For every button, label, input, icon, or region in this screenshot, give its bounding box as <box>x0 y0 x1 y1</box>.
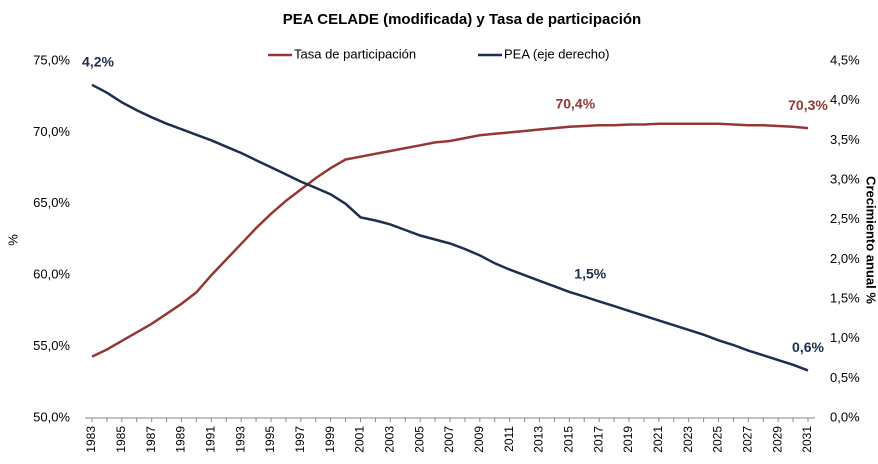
series-line <box>91 83 809 372</box>
x-tick-label: 2005 <box>412 426 426 453</box>
y2-tick-label: 4,0% <box>830 92 860 107</box>
x-tick-label: 2025 <box>711 426 725 453</box>
x-tick-label: 1993 <box>233 426 247 453</box>
x-tick-label: 2009 <box>472 426 486 453</box>
x-tick-label: 2011 <box>502 426 516 452</box>
x-tick-label: 2003 <box>383 426 397 453</box>
x-tick-label: 1991 <box>204 426 218 453</box>
x-tick-label: 2019 <box>621 426 635 453</box>
data-label: 70,4% <box>555 95 595 111</box>
y2-tick-label: 1,0% <box>830 330 860 345</box>
x-tick-label: 2023 <box>681 426 695 453</box>
x-tick-label: 2007 <box>442 426 456 453</box>
series-line <box>91 122 809 358</box>
y-axis-label: % <box>5 234 20 246</box>
y-tick-label: 55,0% <box>33 338 70 353</box>
y-tick-label: 60,0% <box>33 267 70 282</box>
x-tick-label: 2015 <box>562 426 576 453</box>
x-tick-label: 2027 <box>741 426 755 453</box>
y2-tick-label: 4,5% <box>830 52 860 67</box>
x-tick-label: 2017 <box>591 426 605 453</box>
legend-label: Tasa de participación <box>294 46 416 61</box>
data-label: 1,5% <box>574 265 606 281</box>
x-tick-label: 1983 <box>84 426 98 453</box>
y2-axis-label: Crecimiento anual % <box>864 176 878 304</box>
y2-tick-label: 2,5% <box>830 211 860 226</box>
legend-label: PEA (eje derecho) <box>504 46 610 61</box>
data-label: 70,3% <box>788 97 828 113</box>
y-tick-label: 65,0% <box>33 195 70 210</box>
y2-tick-label: 0,5% <box>830 370 860 385</box>
chart-title: PEA CELADE (modificada) y Tasa de partic… <box>283 11 641 28</box>
x-tick-label: 1989 <box>174 426 188 453</box>
x-tick-label: 2029 <box>770 426 784 453</box>
x-tick-label: 1997 <box>293 426 307 453</box>
x-tick-label: 1995 <box>263 426 277 453</box>
y2-tick-label: 3,5% <box>830 132 860 147</box>
x-tick-label: 2013 <box>532 426 546 453</box>
y-tick-label: 50,0% <box>33 409 70 424</box>
x-tick-label: 1999 <box>323 426 337 453</box>
x-tick-label: 1985 <box>114 426 128 453</box>
y-tick-label: 70,0% <box>33 124 70 139</box>
x-tick-label: 2001 <box>353 426 367 453</box>
y2-tick-label: 2,0% <box>830 251 860 266</box>
x-tick-label: 2021 <box>651 426 665 453</box>
data-label: 0,6% <box>792 339 824 355</box>
y2-tick-label: 0,0% <box>830 409 860 424</box>
x-tick-label: 1987 <box>144 426 158 453</box>
data-label: 4,2% <box>82 54 114 70</box>
y2-tick-label: 3,0% <box>830 171 860 186</box>
y-tick-label: 75,0% <box>33 52 70 67</box>
x-tick-label: 2031 <box>800 426 814 453</box>
y2-tick-label: 1,5% <box>830 290 860 305</box>
